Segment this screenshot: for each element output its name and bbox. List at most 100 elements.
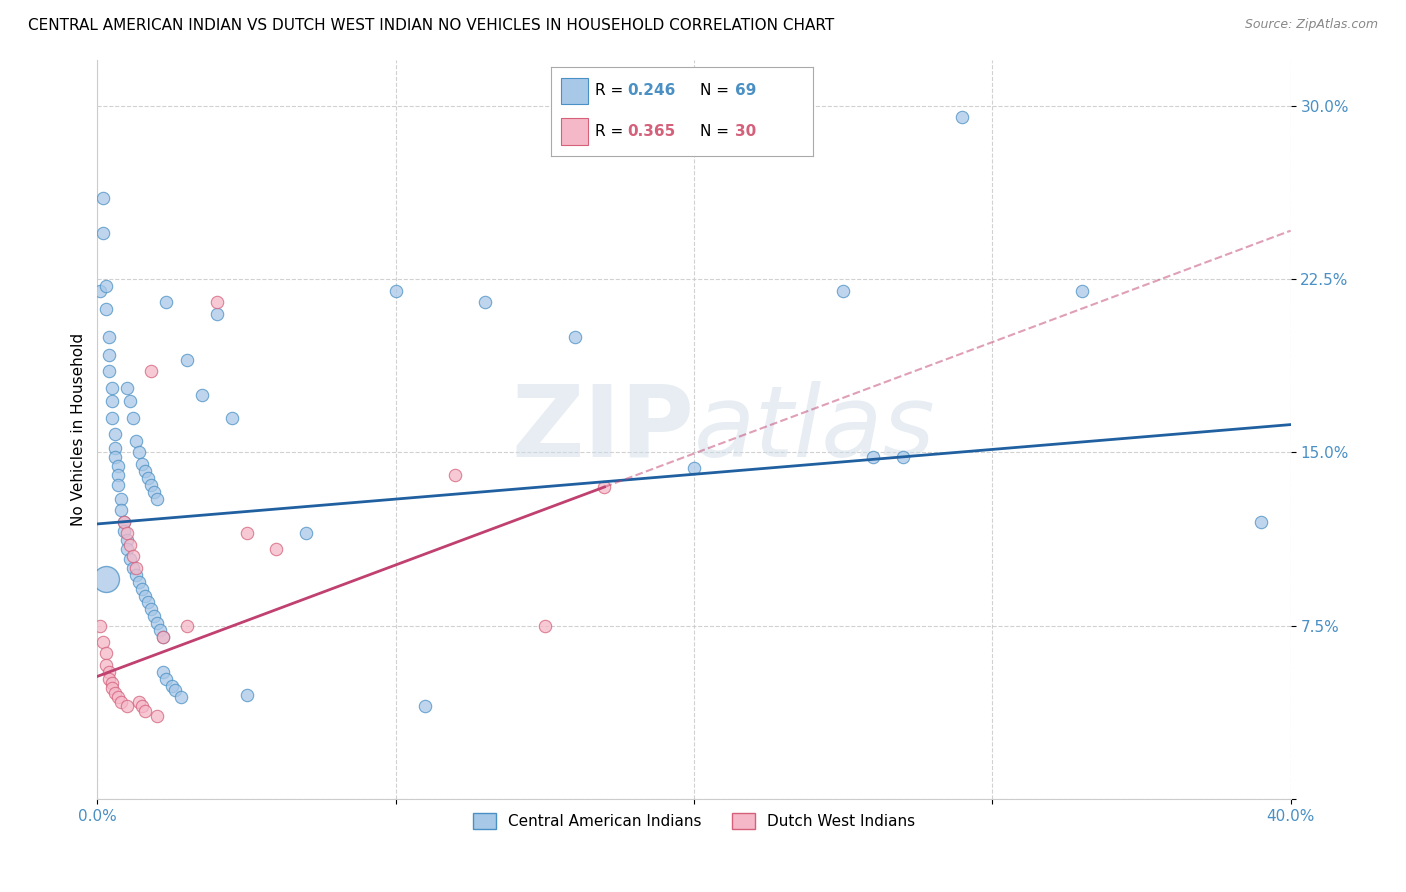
Point: [190, 387, 212, 401]
Point: [89, 618, 111, 632]
Point: [98, 364, 121, 378]
Point: [110, 695, 132, 709]
Point: [131, 699, 153, 714]
Point: [104, 441, 127, 455]
Point: [98, 665, 121, 679]
Point: [235, 688, 257, 702]
Point: [125, 561, 148, 575]
Point: [115, 381, 138, 395]
Point: [122, 549, 145, 564]
Point: [266, 542, 288, 557]
Point: [533, 618, 555, 632]
Point: [143, 484, 166, 499]
Point: [683, 461, 706, 475]
Point: [101, 394, 124, 409]
Point: [107, 468, 129, 483]
Point: [160, 679, 183, 693]
Point: [107, 459, 129, 474]
Point: [115, 526, 138, 541]
Point: [101, 381, 124, 395]
Point: [112, 524, 135, 538]
Point: [205, 295, 228, 310]
Point: [104, 450, 127, 464]
Point: [1070, 284, 1092, 298]
Point: [122, 410, 145, 425]
Point: [1250, 515, 1272, 529]
Point: [98, 330, 121, 344]
Point: [384, 284, 406, 298]
Point: [101, 410, 124, 425]
Point: [96, 279, 118, 293]
Point: [415, 699, 437, 714]
Point: [96, 302, 118, 317]
Text: atlas: atlas: [695, 381, 935, 478]
Point: [952, 111, 974, 125]
Point: [564, 330, 586, 344]
Point: [139, 477, 162, 491]
Point: [134, 704, 156, 718]
Point: [110, 503, 132, 517]
Point: [104, 685, 127, 699]
Point: [221, 410, 243, 425]
Point: [155, 672, 177, 686]
Point: [110, 491, 132, 506]
Point: [128, 695, 150, 709]
Point: [112, 515, 135, 529]
Point: [131, 457, 153, 471]
Y-axis label: No Vehicles in Household: No Vehicles in Household: [72, 333, 86, 525]
Point: [96, 646, 118, 660]
Point: [139, 364, 162, 378]
Text: CENTRAL AMERICAN INDIAN VS DUTCH WEST INDIAN NO VEHICLES IN HOUSEHOLD CORRELATIO: CENTRAL AMERICAN INDIAN VS DUTCH WEST IN…: [28, 18, 834, 33]
Point: [152, 630, 174, 644]
Text: Source: ZipAtlas.com: Source: ZipAtlas.com: [1244, 18, 1378, 31]
Point: [120, 551, 142, 566]
Point: [136, 595, 159, 609]
Point: [149, 623, 172, 637]
Point: [152, 665, 174, 679]
Point: [146, 708, 169, 723]
Point: [146, 616, 169, 631]
Legend: Central American Indians, Dutch West Indians: Central American Indians, Dutch West Ind…: [467, 807, 921, 836]
Text: ZIP: ZIP: [512, 381, 695, 478]
Point: [155, 295, 177, 310]
Point: [96, 573, 118, 587]
Point: [134, 589, 156, 603]
Point: [593, 480, 616, 494]
Point: [120, 538, 142, 552]
Point: [125, 567, 148, 582]
Point: [122, 561, 145, 575]
Point: [91, 191, 114, 205]
Point: [107, 477, 129, 491]
Point: [862, 450, 884, 464]
Point: [891, 450, 914, 464]
Point: [139, 602, 162, 616]
Point: [101, 676, 124, 690]
Point: [91, 634, 114, 648]
Point: [115, 699, 138, 714]
Point: [107, 690, 129, 705]
Point: [91, 226, 114, 240]
Point: [98, 672, 121, 686]
Point: [104, 426, 127, 441]
Point: [205, 307, 228, 321]
Point: [115, 533, 138, 547]
Point: [170, 690, 193, 705]
Point: [101, 681, 124, 695]
Point: [235, 526, 257, 541]
Point: [152, 630, 174, 644]
Point: [146, 491, 169, 506]
Point: [136, 471, 159, 485]
Point: [176, 352, 198, 367]
Point: [98, 348, 121, 362]
Point: [444, 468, 467, 483]
Point: [115, 542, 138, 557]
Point: [131, 582, 153, 596]
Point: [832, 284, 855, 298]
Point: [120, 394, 142, 409]
Point: [125, 434, 148, 448]
Point: [163, 683, 186, 698]
Point: [96, 657, 118, 672]
Point: [134, 464, 156, 478]
Point: [128, 445, 150, 459]
Point: [176, 618, 198, 632]
